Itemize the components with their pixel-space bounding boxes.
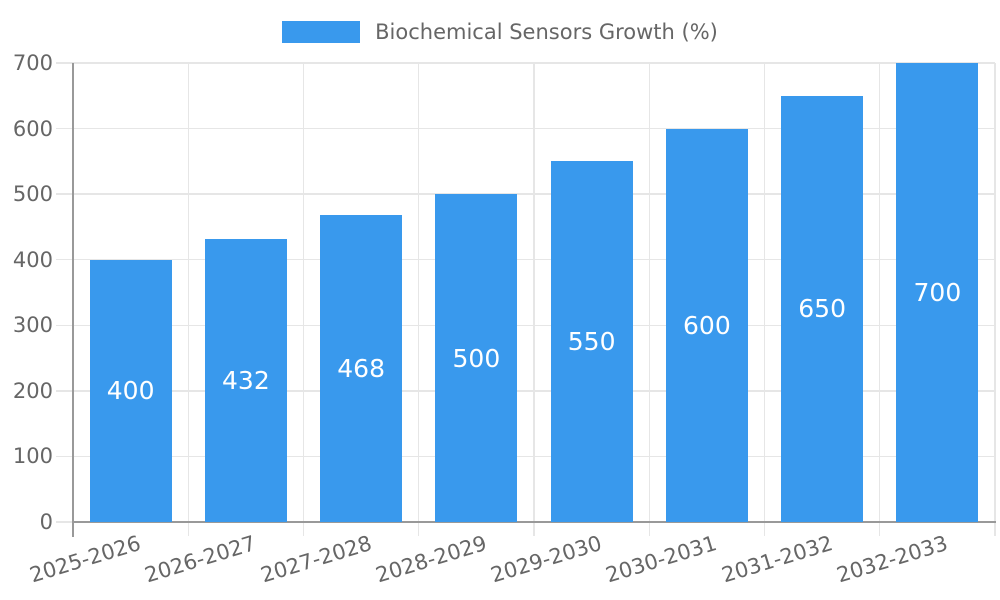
x-tick-mark (763, 522, 766, 536)
y-tick-mark (56, 62, 73, 64)
legend-label: Biochemical Sensors Growth (%) (375, 20, 718, 44)
x-gridline (418, 63, 420, 522)
x-gridline (763, 63, 766, 522)
y-tick-mark (56, 390, 73, 392)
y-axis-tick-label: 600 (12, 116, 53, 141)
y-tick-mark (56, 127, 73, 130)
y-tick-mark (56, 521, 73, 523)
y-axis-tick-label: 200 (12, 378, 53, 403)
bar[interactable]: 700 (896, 63, 979, 522)
x-gridline (648, 63, 650, 522)
bar[interactable]: 400 (89, 259, 172, 522)
y-axis-tick-label: 100 (12, 444, 53, 469)
x-gridline (302, 63, 305, 522)
x-axis-tick-label: 2030-2031 (603, 531, 720, 588)
x-axis-tick-label: 2032-2033 (833, 531, 951, 588)
bar[interactable]: 468 (320, 215, 403, 522)
x-tick-mark (533, 522, 535, 536)
bar[interactable]: 432 (204, 238, 287, 522)
x-axis-tick-label: 2031-2032 (718, 531, 836, 588)
x-tick-mark (302, 522, 305, 536)
y-tick-mark (56, 324, 73, 326)
x-axis-tick-label: 2028-2029 (372, 531, 490, 588)
y-tick-mark (56, 259, 73, 261)
y-tick-mark (56, 193, 73, 195)
x-axis-tick-label: 2029-2030 (488, 531, 605, 588)
x-gridline (994, 63, 996, 522)
legend-swatch (282, 21, 361, 43)
legend[interactable]: Biochemical Sensors Growth (%) (0, 20, 1000, 44)
bar-value-label: 550 (567, 327, 616, 357)
x-axis-line (72, 521, 996, 523)
bar-value-label: 432 (222, 365, 270, 395)
bar-value-label: 700 (913, 278, 962, 307)
y-axis-tick-label: 300 (12, 313, 53, 338)
x-gridline (187, 63, 189, 522)
x-tick-mark (648, 522, 650, 536)
bar[interactable]: 650 (781, 95, 864, 522)
x-axis-tick-label: 2026-2027 (142, 531, 259, 588)
x-tick-mark (994, 522, 996, 536)
y-gridline (73, 62, 995, 64)
y-axis-tick-label: 400 (12, 247, 53, 272)
x-tick-mark (418, 522, 420, 536)
bar-value-label: 468 (337, 354, 385, 384)
y-axis-line (71, 63, 74, 537)
bar[interactable]: 500 (435, 194, 518, 522)
y-tick-mark (56, 455, 73, 458)
y-axis-tick-label: 500 (12, 182, 53, 207)
bar[interactable]: 600 (665, 128, 748, 522)
y-axis-tick-label: 700 (12, 51, 53, 75)
bar-value-label: 400 (106, 376, 155, 406)
bar-value-label: 600 (683, 310, 731, 340)
bar-value-label: 650 (798, 294, 846, 324)
bar-value-label: 500 (452, 343, 501, 373)
x-axis-tick-label: 2027-2028 (257, 531, 375, 588)
x-gridline (879, 63, 881, 522)
bar[interactable]: 550 (550, 161, 633, 522)
x-axis-tick-label: 2025-2026 (27, 531, 144, 588)
x-gridline (533, 63, 535, 522)
x-tick-mark (879, 522, 881, 536)
y-axis-tick-label: 0 (39, 510, 53, 534)
x-tick-mark (187, 522, 189, 536)
